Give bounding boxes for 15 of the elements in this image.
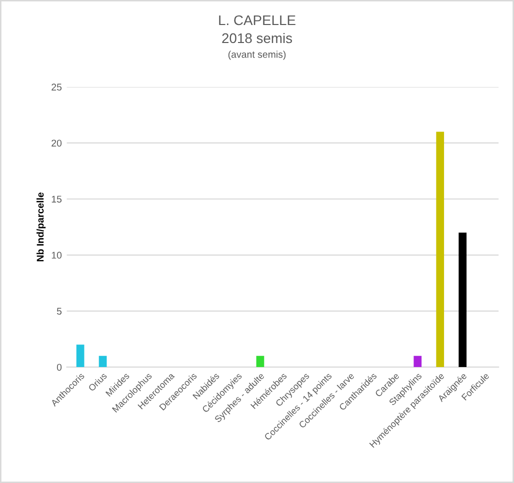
y-tick-label: 0 [56,364,62,371]
y-tick-label: 25 [52,84,62,91]
y-tick-label: 20 [52,140,62,147]
y-tick-label: 5 [56,308,62,315]
bar [256,356,264,368]
bar [458,232,467,368]
bar [436,132,444,368]
y-tick-label: 10 [52,252,62,259]
bar [76,344,84,368]
y-axis-title: Nb Ind/parcelle [36,192,46,262]
bar [414,356,422,368]
y-tick-label: 15 [52,196,62,203]
chart-title: L. CAPELLE 2018 semis [219,15,296,44]
chart-subtitle: (avant semis) [228,50,286,60]
bar [98,356,107,368]
